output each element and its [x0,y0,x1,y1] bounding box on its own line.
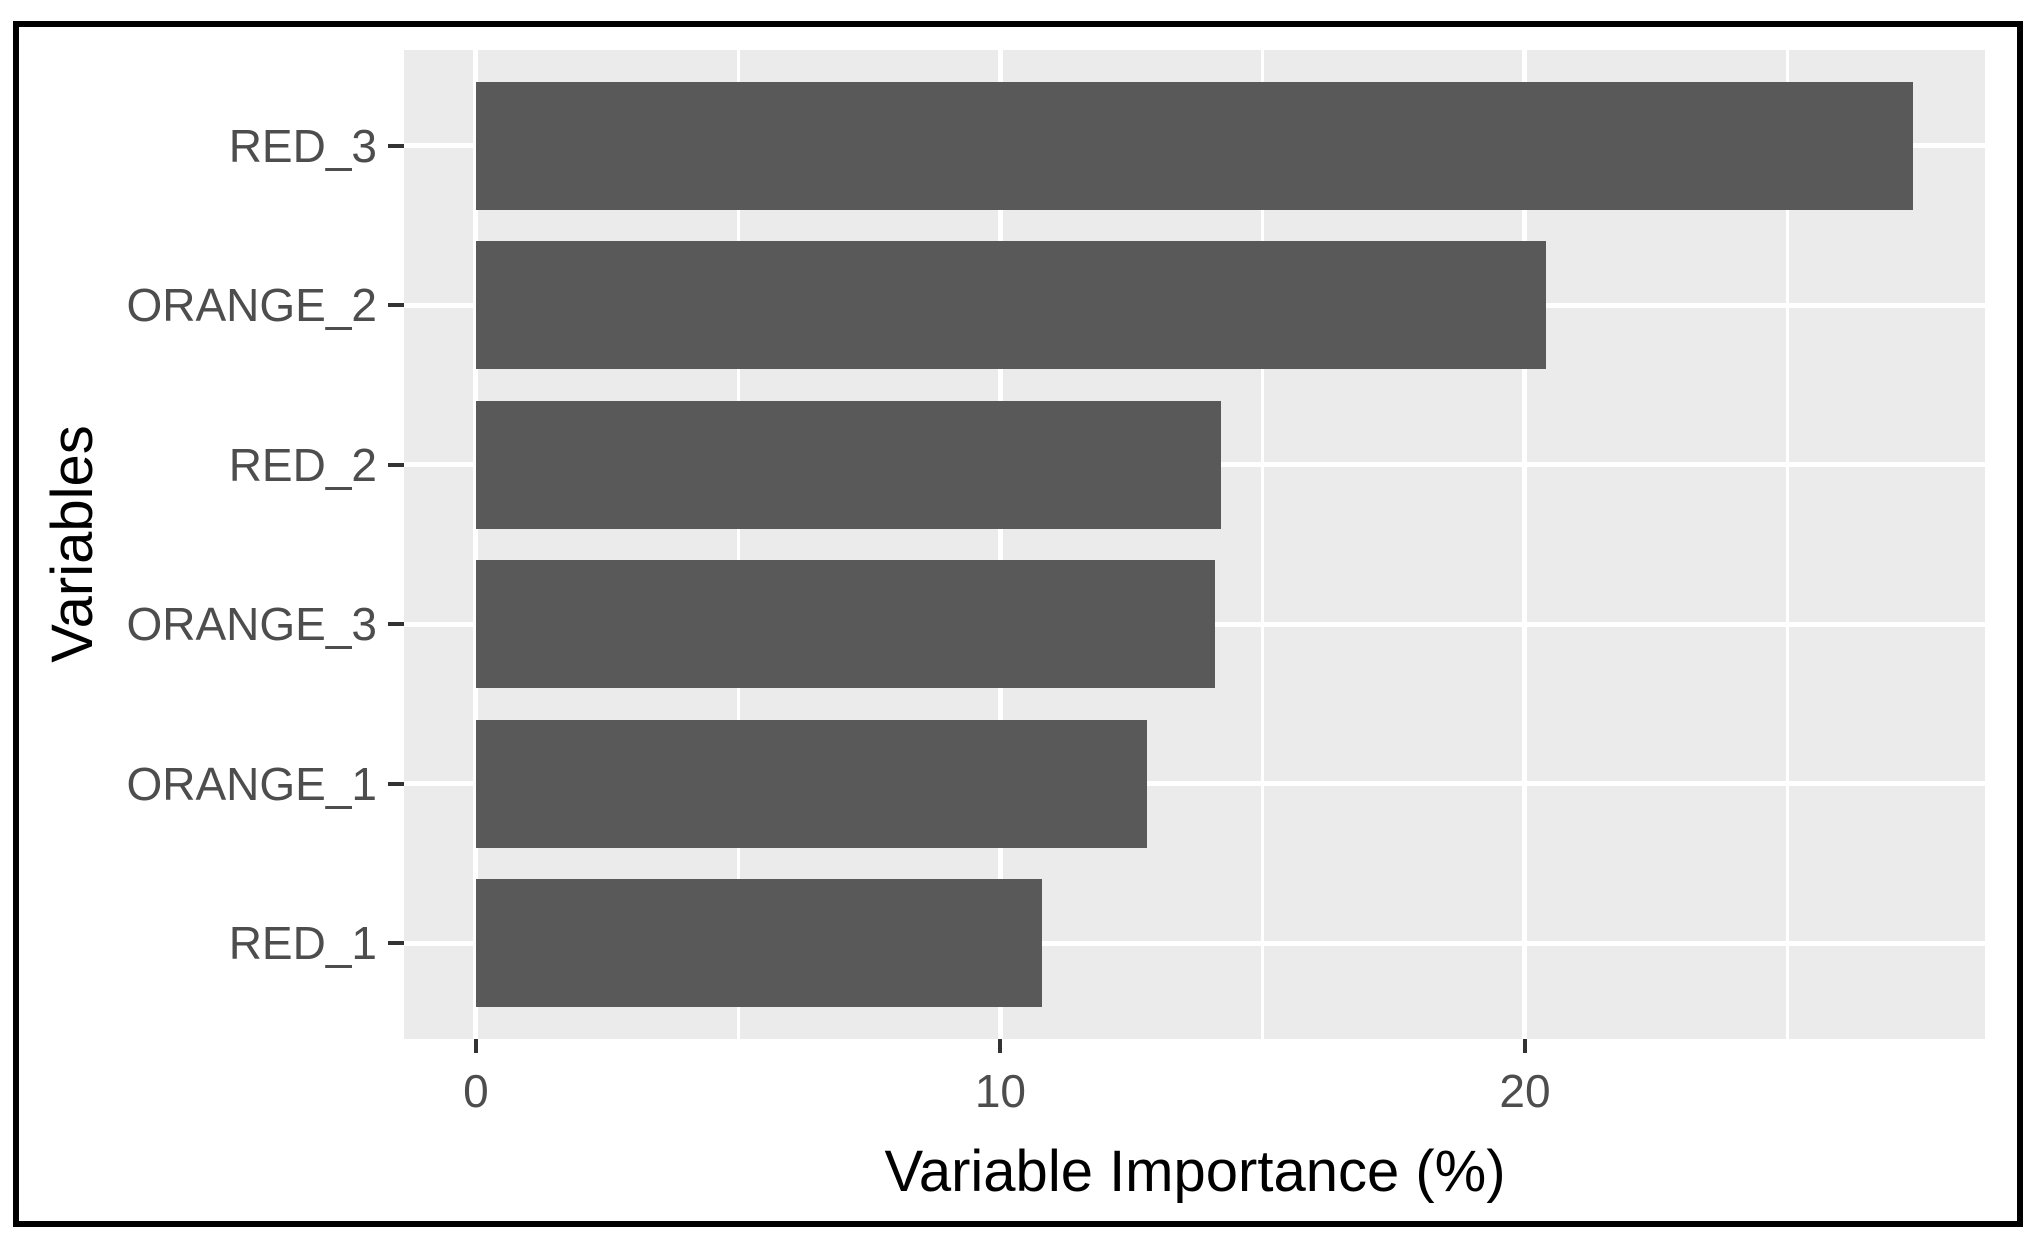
plot-panel [404,50,1985,1039]
gridline-major-horizontal [404,781,1985,787]
y-tick-label: RED_3 [228,119,377,172]
x-axis-title: Variable Importance (%) [884,1139,1506,1204]
bar-RED_2 [475,400,1221,529]
y-tick-label: RED_2 [228,438,377,491]
x-tick-mark [473,1039,478,1053]
y-tick-mark [388,622,404,627]
bar-ORANGE_1 [475,719,1148,848]
x-tick-label: 10 [974,1065,1026,1117]
x-tick-label: 20 [1499,1065,1551,1117]
gridline-minor-vertical [1785,50,1789,1039]
y-tick-mark [388,781,404,786]
x-tick-mark [1522,1039,1527,1053]
y-tick-label: RED_1 [228,917,377,970]
bar-RED_3 [475,81,1914,210]
bar-ORANGE_2 [475,241,1546,370]
x-tick-label: 0 [463,1065,489,1117]
gridline-major-vertical [1522,50,1528,1039]
bar-RED_1 [475,879,1043,1008]
gridline-major-vertical [997,50,1003,1039]
gridline-minor-vertical [1261,50,1265,1039]
y-tick-mark [388,143,404,148]
bar-ORANGE_3 [475,560,1216,689]
y-tick-mark [388,303,404,308]
y-tick-mark [388,462,404,467]
gridline-major-vertical [473,50,479,1039]
y-tick-mark [388,941,404,946]
gridline-major-horizontal [404,940,1985,946]
y-tick-label: ORANGE_2 [126,279,377,332]
y-tick-label: ORANGE_3 [126,598,377,651]
gridline-minor-vertical [736,50,740,1039]
x-tick-mark [998,1039,1003,1053]
y-axis-title: Variables [40,425,105,663]
y-tick-label: ORANGE_1 [126,757,377,810]
